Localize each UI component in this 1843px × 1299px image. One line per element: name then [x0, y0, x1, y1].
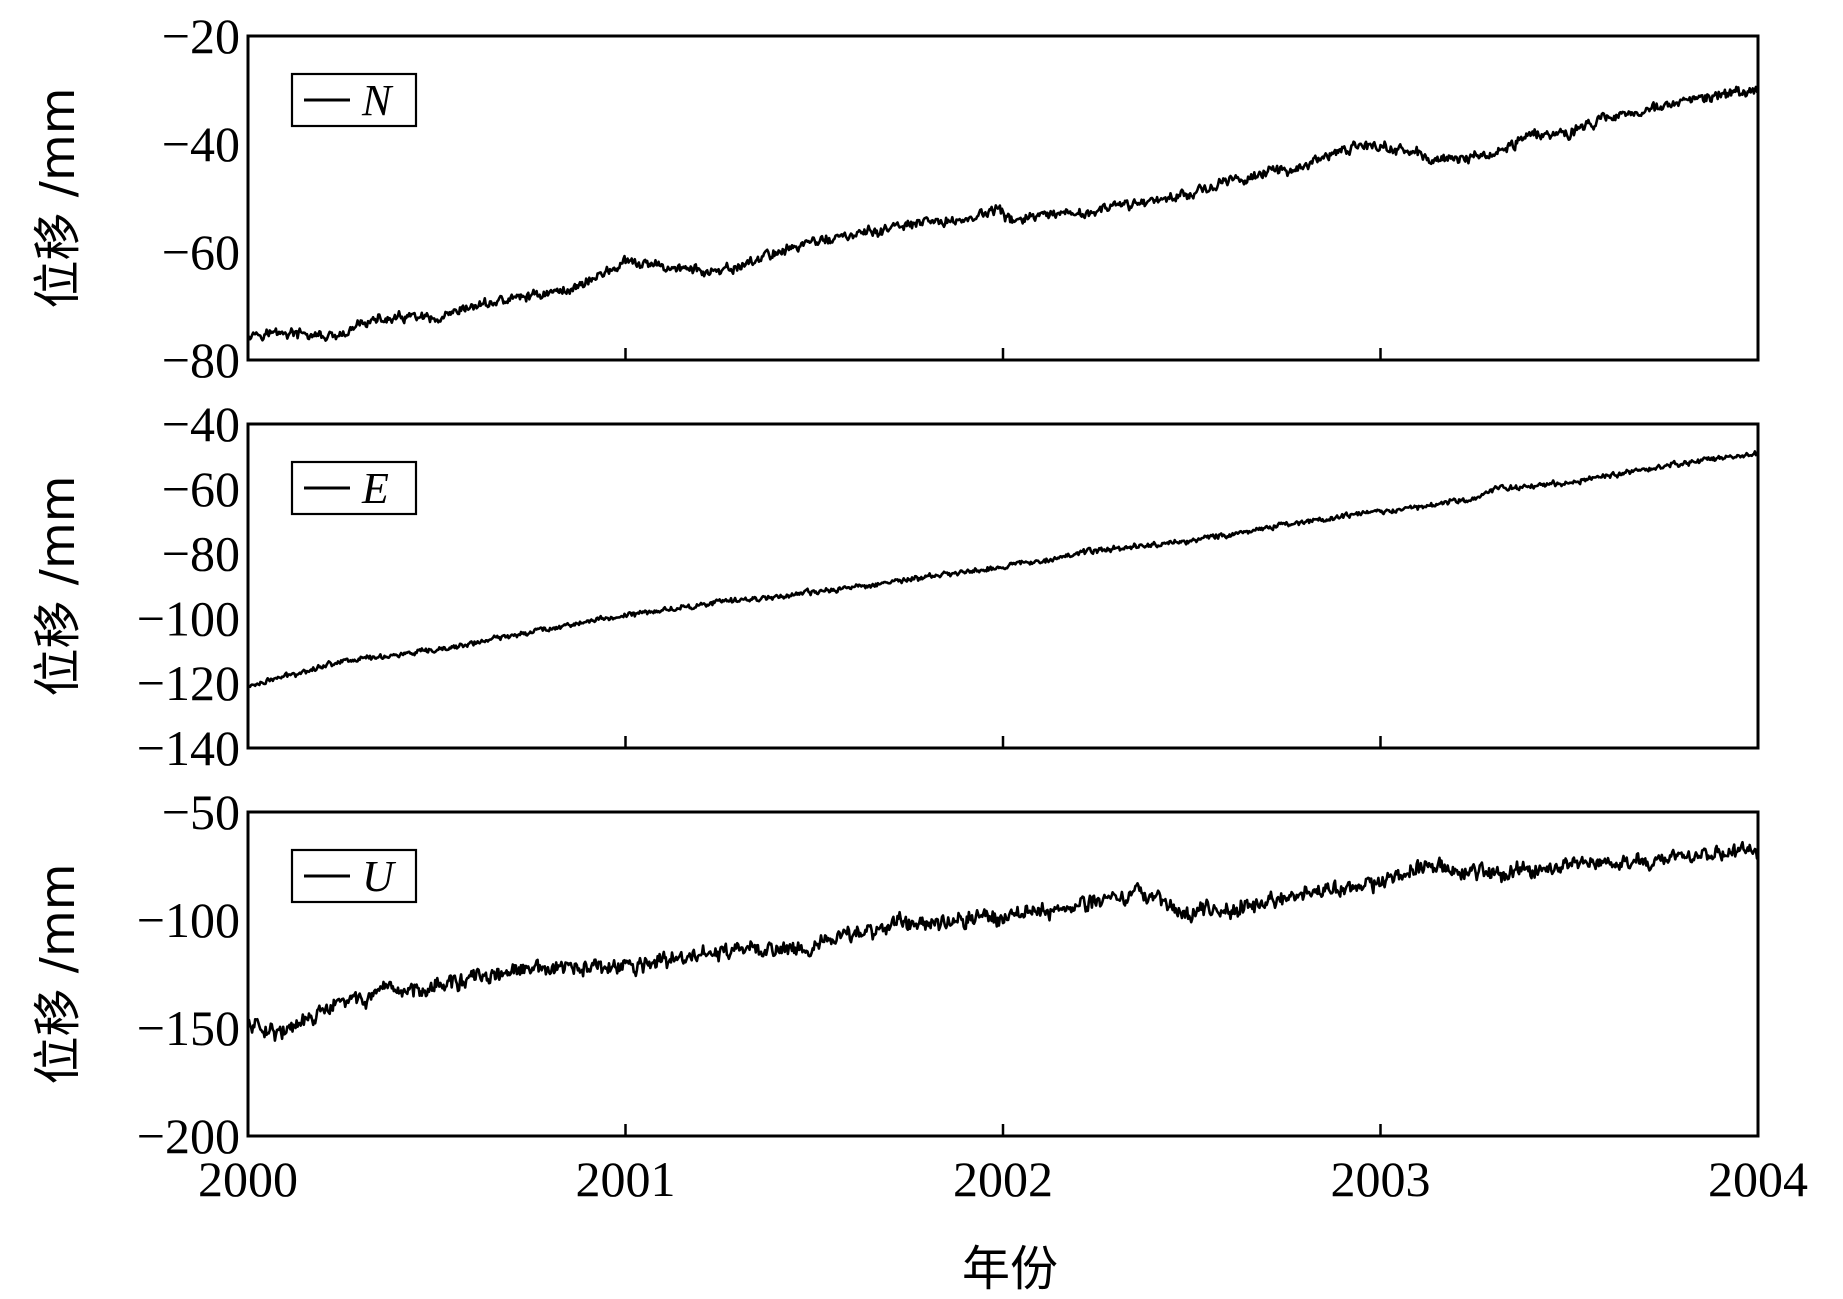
y-tick-label: −100: [137, 590, 240, 646]
y-axis-label: 位移 /mm: [30, 864, 86, 1085]
series-line-N: [247, 85, 1760, 342]
series-line-U: [246, 840, 1760, 1042]
legend-label: N: [361, 76, 394, 125]
legend: E: [290, 460, 418, 516]
x-tick-label: 2004: [1708, 1151, 1808, 1207]
series-line-E: [247, 450, 1759, 689]
plot-frame: [246, 34, 1760, 362]
plot-frame: [246, 422, 1760, 750]
legend-label: U: [362, 852, 397, 901]
y-tick-label: −60: [162, 461, 240, 517]
y-tick-label: −40: [162, 116, 240, 172]
panel-north: −20 −40 −60 −80 位移 /mm N: [30, 8, 1760, 388]
y-tick-label: −40: [162, 396, 240, 452]
x-axis-label: 年份: [962, 1241, 1058, 1297]
y-tick-label: −20: [162, 8, 240, 64]
y-tick-label: −60: [162, 224, 240, 280]
x-tick-label: 2001: [576, 1151, 676, 1207]
y-axis-label: 位移 /mm: [30, 476, 86, 697]
y-tick-label: −50: [162, 784, 240, 840]
y-tick-label: −100: [137, 892, 240, 948]
y-tick-label: −140: [137, 720, 240, 776]
y-tick-label: −150: [137, 1000, 240, 1056]
x-tick-label: 2002: [953, 1151, 1053, 1207]
y-axis-label: 位移 /mm: [30, 88, 86, 309]
y-tick-label: −80: [162, 332, 240, 388]
legend-label: E: [361, 464, 389, 513]
y-tick-label: −80: [162, 526, 240, 582]
y-tick-label: −200: [137, 1108, 240, 1164]
x-tick-label: 2003: [1331, 1151, 1431, 1207]
x-tick-label: 2000: [198, 1151, 298, 1207]
y-tick-label: −120: [137, 655, 240, 711]
legend: U: [290, 848, 418, 904]
panel-east: −40 −60 −80 −100 −120 −140 位移 /mm E: [30, 396, 1760, 776]
legend: N: [290, 72, 418, 128]
panel-up: −50 −100 −150 −200 位移 /mm U 2000 2001 2002 2003 20…: [30, 784, 1808, 1207]
